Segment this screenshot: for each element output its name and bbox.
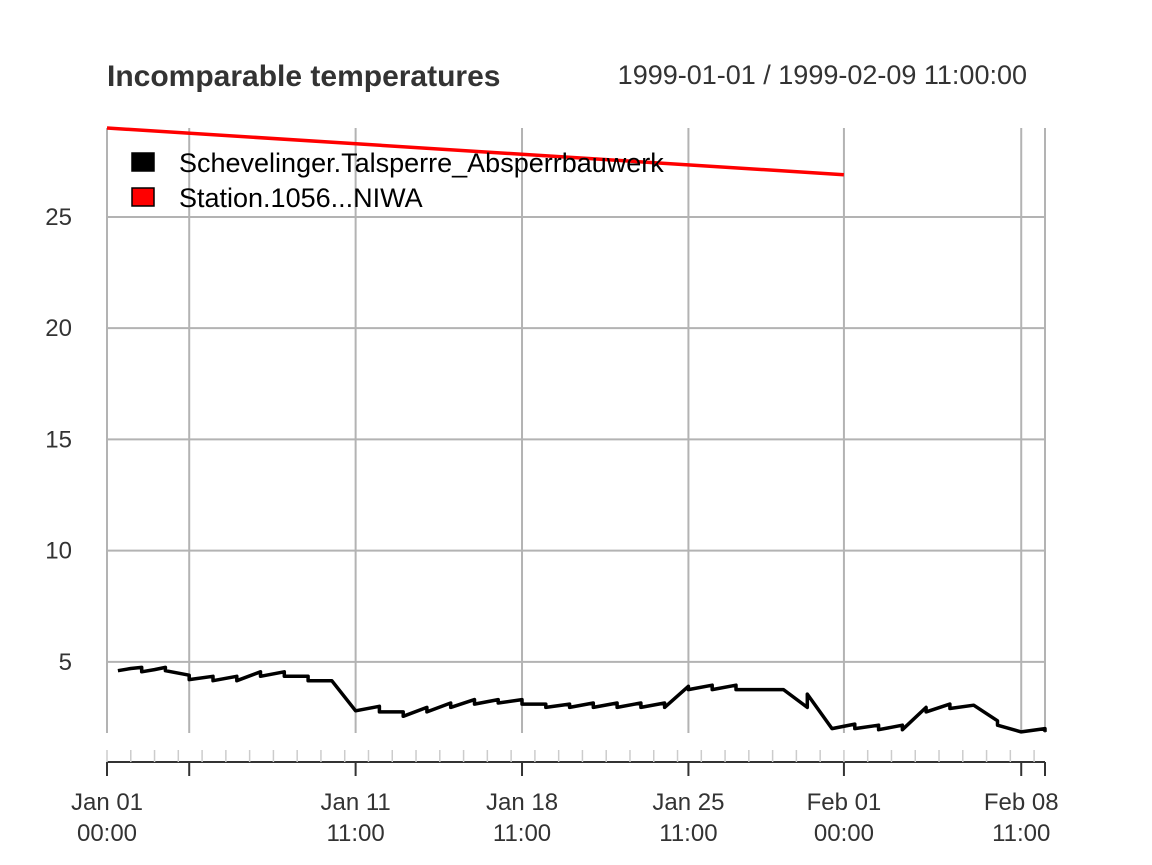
x-tick-label-time: 00:00 [814,820,874,847]
legend-swatch [131,187,155,207]
y-tick-label: 20 [45,315,72,342]
legend-label: Schevelinger.Talsperre_Absperrbauwerk [179,148,664,178]
x-tick-label-time: 00:00 [77,820,137,847]
x-tick-label-time: 11:00 [326,820,384,847]
x-tick-label: Jan 11 [320,789,390,816]
y-tick-label: 25 [45,204,72,231]
x-tick-label: Jan 01 [71,789,143,816]
x-tick-label-time: 11:00 [493,820,551,847]
x-tick-label: Feb 08 [984,789,1059,816]
chart-subtitle: 1999-01-01 / 1999-02-09 11:00:00 [618,60,1027,90]
x-axis: Jan 01 00:00 Jan 11 11:00 Jan 18 11:00 Jan 25 1… [71,750,1059,847]
x-tick-label: Feb 01 [807,789,882,816]
x-tick-label-time: 11:00 [659,820,717,847]
series-layer [106,126,1047,734]
y-tick-label: 10 [45,538,72,565]
x-tick-label: Jan 18 [486,789,558,816]
y-axis: 5 10 15 20 25 [45,204,72,676]
series-line-1 [117,665,1047,734]
x-tick-label-time: 11:00 [992,820,1050,847]
x-tick-label: Jan 25 [652,789,724,816]
y-tick-label: 15 [45,426,72,453]
series-line-2 [106,126,845,177]
legend: Schevelinger.Talsperre_Absperrbauwerk Sta… [131,148,664,213]
legend-label: Station.1056...NIWA [179,183,423,213]
legend-swatch [131,152,155,172]
y-tick-label: 5 [59,649,72,676]
chart-title: Incomparable temperatures [107,60,500,93]
grid [106,128,1046,733]
